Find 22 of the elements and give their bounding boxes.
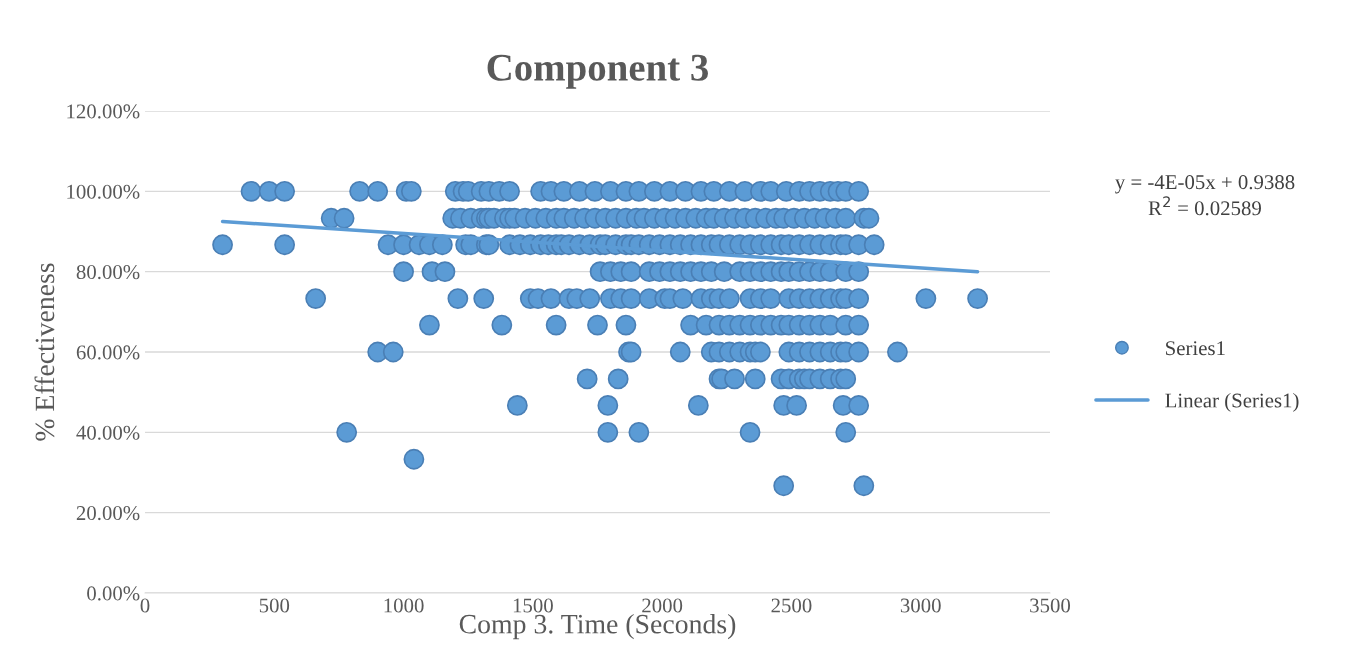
- y-tick-label: 60.00%: [76, 345, 140, 360]
- y-tick-label: 40.00%: [76, 425, 140, 440]
- chart-title: Component 3: [487, 54, 708, 89]
- text: y = -4E-05x + 0.9388: [1115, 175, 1295, 194]
- y-tick-label: 0.00%: [87, 586, 140, 601]
- x-tick-label: 500: [259, 598, 290, 613]
- x-tick-label: 2500: [771, 598, 812, 613]
- y-tick-label: 120.00%: [67, 104, 140, 119]
- text: R$^{2}$ = 0.02589: [1148, 196, 1261, 216]
- x-tick-label: 1000: [384, 598, 424, 613]
- y-axis-title: % Effectiveness: [34, 263, 55, 441]
- x-tick-label: 0: [140, 598, 150, 613]
- x-tick-label: 3000: [900, 598, 941, 613]
- legend-label: Series1: [1166, 341, 1225, 356]
- x-axis-title: Comp 3. Time (Seconds): [459, 613, 736, 640]
- y-tick-label: 20.00%: [76, 506, 140, 521]
- legend-label: Linear (Series1): [1165, 392, 1299, 412]
- y-tick-label: 100.00%: [67, 184, 140, 199]
- x-tick-label: 3500: [1030, 598, 1071, 613]
- x-tick-label: 2000: [642, 598, 683, 613]
- y-tick-label: 80.00%: [76, 265, 140, 280]
- x-tick-label: 1500: [513, 598, 553, 613]
